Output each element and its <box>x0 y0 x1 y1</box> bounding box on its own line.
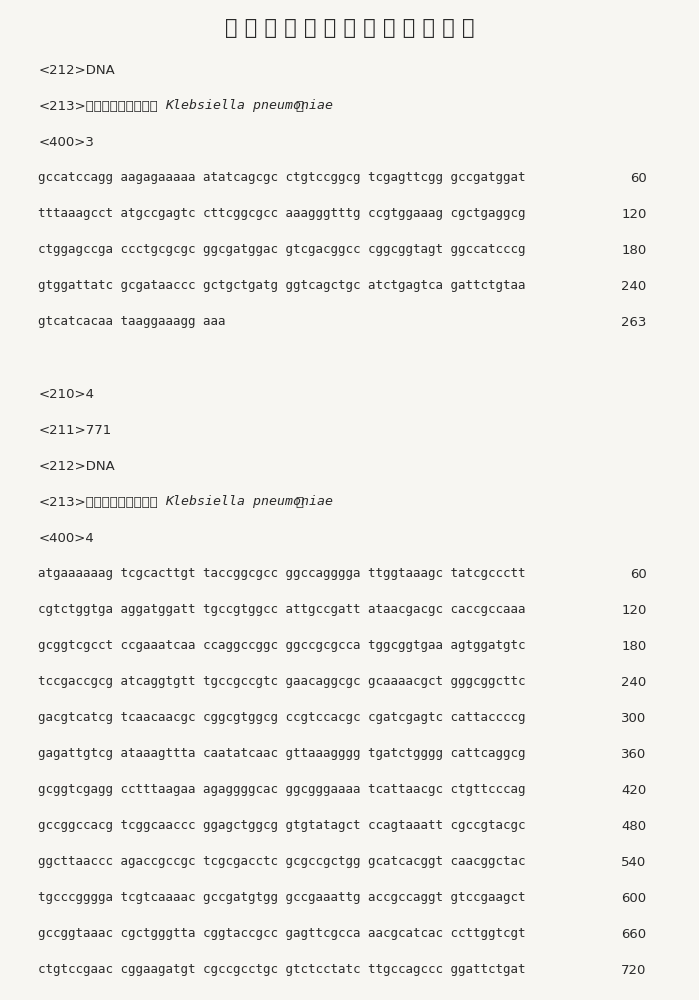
Text: 120: 120 <box>621 603 647 616</box>
Text: 180: 180 <box>621 640 647 652</box>
Text: ）: ） <box>296 100 303 112</box>
Text: 说 明 书 核 苷 酸 和 氨 基 酸 序 列 表: 说 明 书 核 苷 酸 和 氨 基 酸 序 列 表 <box>225 18 474 38</box>
Text: <210>4: <210>4 <box>38 387 94 400</box>
Text: 540: 540 <box>621 856 647 868</box>
Text: 240: 240 <box>621 676 647 688</box>
Text: 300: 300 <box>621 712 647 724</box>
Text: 120: 120 <box>621 208 647 221</box>
Text: 240: 240 <box>621 279 647 292</box>
Text: <211>771: <211>771 <box>38 424 112 436</box>
Text: <213>克雷伯氏肺炎杆菌（: <213>克雷伯氏肺炎杆菌（ <box>38 100 158 112</box>
Text: 420: 420 <box>621 784 647 796</box>
Text: gtcatcacaa taaggaaagg aaa: gtcatcacaa taaggaaagg aaa <box>38 316 226 328</box>
Text: Klebsiella pneumoniae: Klebsiella pneumoniae <box>166 100 333 112</box>
Text: 600: 600 <box>621 892 647 904</box>
Text: gacgtcatcg tcaacaacgc cggcgtggcg ccgtccacgc cgatcgagtc cattaccccg: gacgtcatcg tcaacaacgc cggcgtggcg ccgtcca… <box>38 712 526 724</box>
Text: 263: 263 <box>621 316 647 328</box>
Text: 180: 180 <box>621 243 647 256</box>
Text: 660: 660 <box>621 928 647 940</box>
Text: gccggtaaac cgctgggtta cggtaccgcc gagttcgcca aacgcatcac ccttggtcgt: gccggtaaac cgctgggtta cggtaccgcc gagttcg… <box>38 928 526 940</box>
Text: gcggtcgagg cctttaagaa agaggggcac ggcgggaaaa tcattaacgc ctgttcccag: gcggtcgagg cctttaagaa agaggggcac ggcggga… <box>38 784 526 796</box>
Text: <400>4: <400>4 <box>38 532 94 544</box>
Text: 360: 360 <box>621 748 647 760</box>
Text: ctggagccga ccctgcgcgc ggcgatggac gtcgacggcc cggcggtagt ggccatcccg: ctggagccga ccctgcgcgc ggcgatggac gtcgacg… <box>38 243 526 256</box>
Text: <213>克雷伯氏肺炎杆菌（: <213>克雷伯氏肺炎杆菌（ <box>38 495 158 508</box>
Text: 60: 60 <box>630 568 647 580</box>
Text: ）: ） <box>296 495 303 508</box>
Text: tttaaagcct atgccgagtc cttcggcgcc aaagggtttg ccgtggaaag cgctgaggcg: tttaaagcct atgccgagtc cttcggcgcc aaagggt… <box>38 208 526 221</box>
Text: 60: 60 <box>630 172 647 184</box>
Text: gcggtcgcct ccgaaatcaa ccaggccggc ggccgcgcca tggcggtgaa agtggatgtc: gcggtcgcct ccgaaatcaa ccaggccggc ggccgcg… <box>38 640 526 652</box>
Text: ggcttaaccc agaccgccgc tcgcgacctc gcgccgctgg gcatcacggt caacggctac: ggcttaaccc agaccgccgc tcgcgacctc gcgccgc… <box>38 856 526 868</box>
Text: <400>3: <400>3 <box>38 135 94 148</box>
Text: atgaaaaaag tcgcacttgt taccggcgcc ggccagggga ttggtaaagc tatcgccctt: atgaaaaaag tcgcacttgt taccggcgcc ggccagg… <box>38 568 526 580</box>
Text: 720: 720 <box>621 964 647 976</box>
Text: cgtctggtga aggatggatt tgccgtggcc attgccgatt ataacgacgc caccgccaaa: cgtctggtga aggatggatt tgccgtggcc attgccg… <box>38 603 526 616</box>
Text: gtggattatc gcgataaccc gctgctgatg ggtcagctgc atctgagtca gattctgtaa: gtggattatc gcgataaccc gctgctgatg ggtcagc… <box>38 279 526 292</box>
Text: <212>DNA: <212>DNA <box>38 64 115 77</box>
Text: gccatccagg aagagaaaaa atatcagcgc ctgtccggcg tcgagttcgg gccgatggat: gccatccagg aagagaaaaa atatcagcgc ctgtccg… <box>38 172 526 184</box>
Text: gccggccacg tcggcaaccc ggagctggcg gtgtatagct ccagtaaatt cgccgtacgc: gccggccacg tcggcaaccc ggagctggcg gtgtata… <box>38 820 526 832</box>
Text: <212>DNA: <212>DNA <box>38 460 115 473</box>
Text: tccgaccgcg atcaggtgtt tgccgccgtc gaacaggcgc gcaaaacgct gggcggcttc: tccgaccgcg atcaggtgtt tgccgccgtc gaacagg… <box>38 676 526 688</box>
Text: ctgtccgaac cggaagatgt cgccgcctgc gtctcctatc ttgccagccc ggattctgat: ctgtccgaac cggaagatgt cgccgcctgc gtctcct… <box>38 964 526 976</box>
Text: tgcccgggga tcgtcaaaac gccgatgtgg gccgaaattg accgccaggt gtccgaagct: tgcccgggga tcgtcaaaac gccgatgtgg gccgaaa… <box>38 892 526 904</box>
Text: Klebsiella pneumoniae: Klebsiella pneumoniae <box>166 495 333 508</box>
Text: 480: 480 <box>621 820 647 832</box>
Text: gagattgtcg ataaagttta caatatcaac gttaaagggg tgatctgggg cattcaggcg: gagattgtcg ataaagttta caatatcaac gttaaag… <box>38 748 526 760</box>
